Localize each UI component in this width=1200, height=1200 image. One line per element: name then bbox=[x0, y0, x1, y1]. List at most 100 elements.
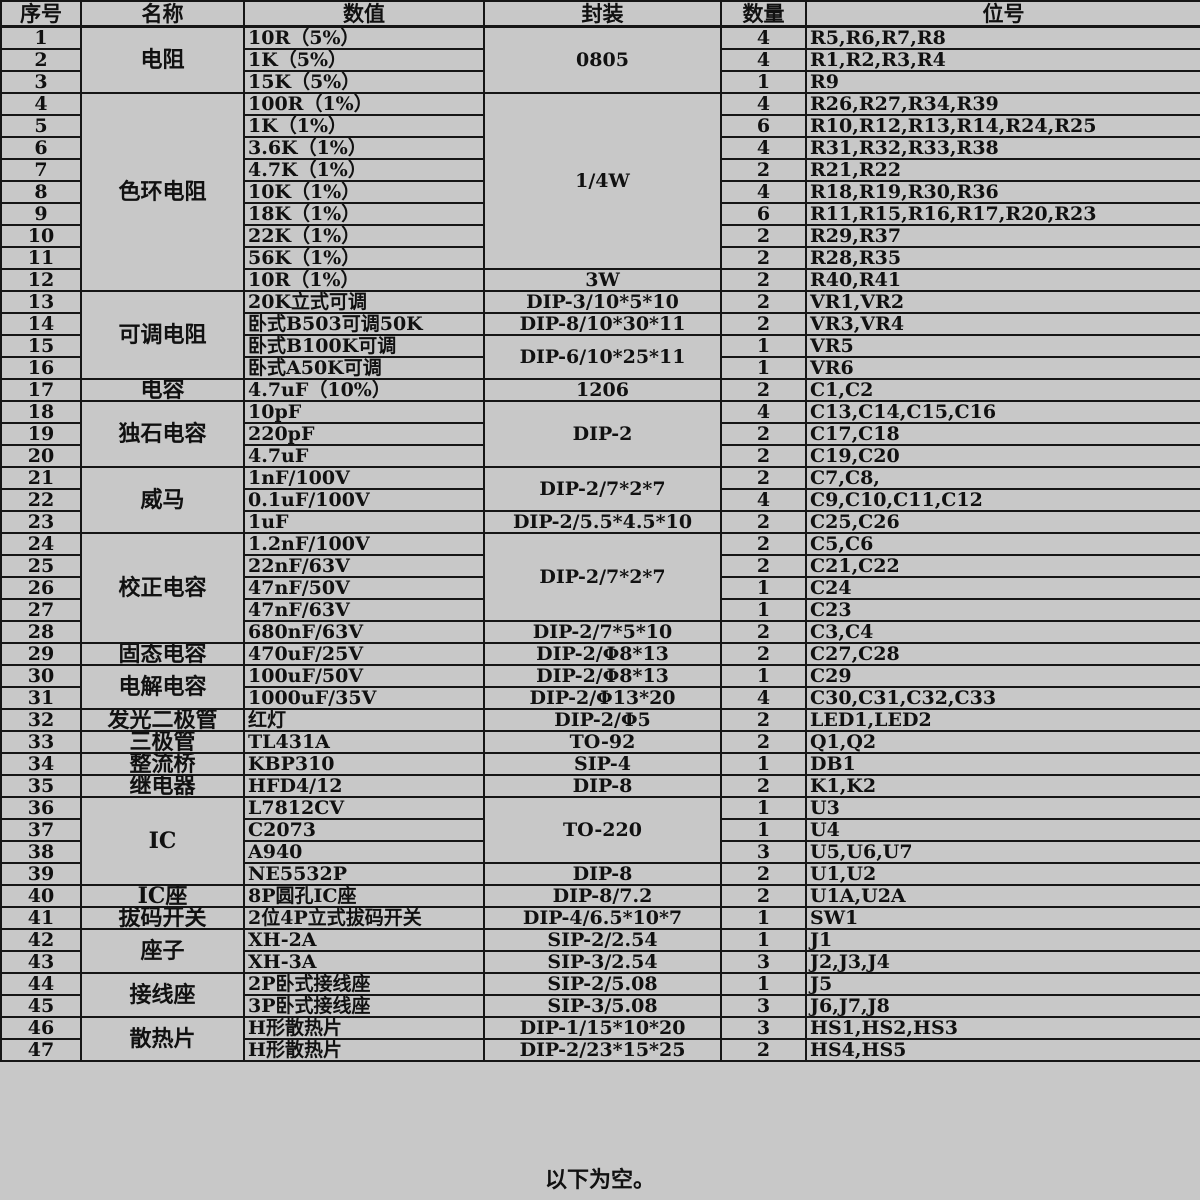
row-index: 41 bbox=[0, 906, 82, 930]
row-index: 43 bbox=[0, 950, 82, 974]
row-index: 15 bbox=[0, 334, 82, 358]
row-index: 21 bbox=[0, 466, 82, 490]
quantity: 4 bbox=[720, 136, 807, 160]
table-row: 13 可调电阻 20K立式可调 DIP-3/10*5*10 2 VR1,VR2 bbox=[0, 290, 1200, 380]
component-value: 20K立式可调 bbox=[243, 290, 485, 314]
component-value: 1uF bbox=[243, 510, 485, 534]
row-index: 26 bbox=[0, 576, 82, 600]
quantity: 1 bbox=[720, 664, 807, 688]
row-index: 38 bbox=[0, 840, 82, 864]
row-index: 39 bbox=[0, 862, 82, 886]
quantity: 2 bbox=[720, 554, 807, 578]
component-value: 100R（1%） bbox=[243, 92, 485, 116]
quantity: 4 bbox=[720, 48, 807, 72]
component-value: 18K（1%） bbox=[243, 202, 485, 226]
component-value: 100uF/50V bbox=[243, 664, 485, 688]
component-value: 卧式B503可调50K bbox=[243, 312, 485, 336]
table-row: 2 1K（5%） 4 R1,R2,R3,R4 bbox=[0, 48, 1200, 72]
row-index: 5 bbox=[0, 114, 82, 138]
quantity: 3 bbox=[720, 994, 807, 1018]
row-index: 7 bbox=[0, 158, 82, 182]
component-name: 拔码开关 bbox=[80, 906, 245, 930]
row-index: 1 bbox=[0, 25, 82, 50]
quantity: 2 bbox=[720, 378, 807, 402]
quantity: 2 bbox=[720, 246, 807, 270]
package: DIP-2/Φ8*13 bbox=[483, 664, 722, 688]
component-value: XH-3A bbox=[243, 950, 485, 974]
table-row: 17 电容 4.7uF（10%） 1206 2 C1,C2 bbox=[0, 378, 1200, 402]
table-row: 3 15K（5%） 1 R9 bbox=[0, 70, 1200, 94]
table-row: 26 47nF/50V 1 C24 bbox=[0, 576, 1200, 600]
component-value: 1K（1%） bbox=[243, 114, 485, 138]
table-row: 18 独石电容 10pF DIP-2 4 C13,C14,C15,C16 bbox=[0, 400, 1200, 468]
component-value: H形散热片 bbox=[243, 1016, 485, 1040]
component-value: 3P卧式接线座 bbox=[243, 994, 485, 1018]
reference-designators: Q1,Q2 bbox=[805, 730, 1200, 754]
component-name: 电解电容 bbox=[80, 664, 245, 710]
quantity: 2 bbox=[720, 884, 807, 908]
header-name: 名称 bbox=[80, 0, 245, 28]
component-value: 卧式A50K可调 bbox=[243, 356, 485, 380]
reference-designators: C27,C28 bbox=[805, 642, 1200, 666]
reference-designators: R40,R41 bbox=[805, 268, 1200, 292]
row-index: 14 bbox=[0, 312, 82, 336]
table-row: 46 散热片 H形散热片 DIP-1/15*10*20 3 HS1,HS2,HS3 bbox=[0, 1016, 1200, 1062]
table-row: 41 拔码开关 2位4P立式拔码开关 DIP-4/6.5*10*7 1 SW1 bbox=[0, 906, 1200, 930]
reference-designators: VR6 bbox=[805, 356, 1200, 380]
quantity: 1 bbox=[720, 356, 807, 380]
package: DIP-6/10*25*11 bbox=[483, 334, 722, 380]
row-index: 42 bbox=[0, 928, 82, 952]
component-value: A940 bbox=[243, 840, 485, 864]
table-row: 45 3P卧式接线座 SIP-3/5.08 3 J6,J7,J8 bbox=[0, 994, 1200, 1018]
reference-designators: J2,J3,J4 bbox=[805, 950, 1200, 974]
table-row: 35 继电器 HFD4/12 DIP-8 2 K1,K2 bbox=[0, 774, 1200, 798]
row-index: 11 bbox=[0, 246, 82, 270]
package: DIP-8/7.2 bbox=[483, 884, 722, 908]
row-index: 9 bbox=[0, 202, 82, 226]
reference-designators: U4 bbox=[805, 818, 1200, 842]
table-row: 40 IC座 8P圆孔IC座 DIP-8/7.2 2 U1A,U2A bbox=[0, 884, 1200, 908]
row-index: 8 bbox=[0, 180, 82, 204]
row-index: 12 bbox=[0, 268, 82, 292]
reference-designators: C23 bbox=[805, 598, 1200, 622]
reference-designators: R31,R32,R33,R38 bbox=[805, 136, 1200, 160]
table-row: 37 C2073 1 U4 bbox=[0, 818, 1200, 842]
reference-designators: C19,C20 bbox=[805, 444, 1200, 468]
row-index: 25 bbox=[0, 554, 82, 578]
row-index: 4 bbox=[0, 92, 82, 116]
reference-designators: R9 bbox=[805, 70, 1200, 94]
quantity: 2 bbox=[720, 444, 807, 468]
quantity: 2 bbox=[720, 862, 807, 886]
quantity: 3 bbox=[720, 840, 807, 864]
row-index: 17 bbox=[0, 378, 82, 402]
component-name: 发光二极管 bbox=[80, 708, 245, 732]
reference-designators: C24 bbox=[805, 576, 1200, 600]
package: DIP-8 bbox=[483, 862, 722, 886]
quantity: 4 bbox=[720, 686, 807, 710]
table-row: 10 22K（1%） 2 R29,R37 bbox=[0, 224, 1200, 248]
package: DIP-2/Φ8*13 bbox=[483, 642, 722, 666]
component-value: HFD4/12 bbox=[243, 774, 485, 798]
quantity: 4 bbox=[720, 400, 807, 424]
package: DIP-3/10*5*10 bbox=[483, 290, 722, 314]
reference-designators: C21,C22 bbox=[805, 554, 1200, 578]
row-index: 16 bbox=[0, 356, 82, 380]
reference-designators: R5,R6,R7,R8 bbox=[805, 25, 1200, 50]
component-value: 1nF/100V bbox=[243, 466, 485, 490]
row-index: 45 bbox=[0, 994, 82, 1018]
reference-designators: HS1,HS2,HS3 bbox=[805, 1016, 1200, 1040]
table-row: 12 10R（1%） 3W 2 R40,R41 bbox=[0, 268, 1200, 292]
row-index: 46 bbox=[0, 1016, 82, 1040]
table-row: 9 18K（1%） 6 R11,R15,R16,R17,R20,R23 bbox=[0, 202, 1200, 226]
quantity: 3 bbox=[720, 1016, 807, 1040]
quantity: 1 bbox=[720, 70, 807, 94]
reference-designators: R26,R27,R34,R39 bbox=[805, 92, 1200, 116]
row-index: 37 bbox=[0, 818, 82, 842]
component-value: 22K（1%） bbox=[243, 224, 485, 248]
table-row: 7 4.7K（1%） 2 R21,R22 bbox=[0, 158, 1200, 182]
component-value: 15K（5%） bbox=[243, 70, 485, 94]
quantity: 6 bbox=[720, 114, 807, 138]
table-row: 43 XH-3A SIP-3/2.54 3 J2,J3,J4 bbox=[0, 950, 1200, 974]
component-name: 色环电阻 bbox=[80, 92, 245, 292]
row-index: 22 bbox=[0, 488, 82, 512]
